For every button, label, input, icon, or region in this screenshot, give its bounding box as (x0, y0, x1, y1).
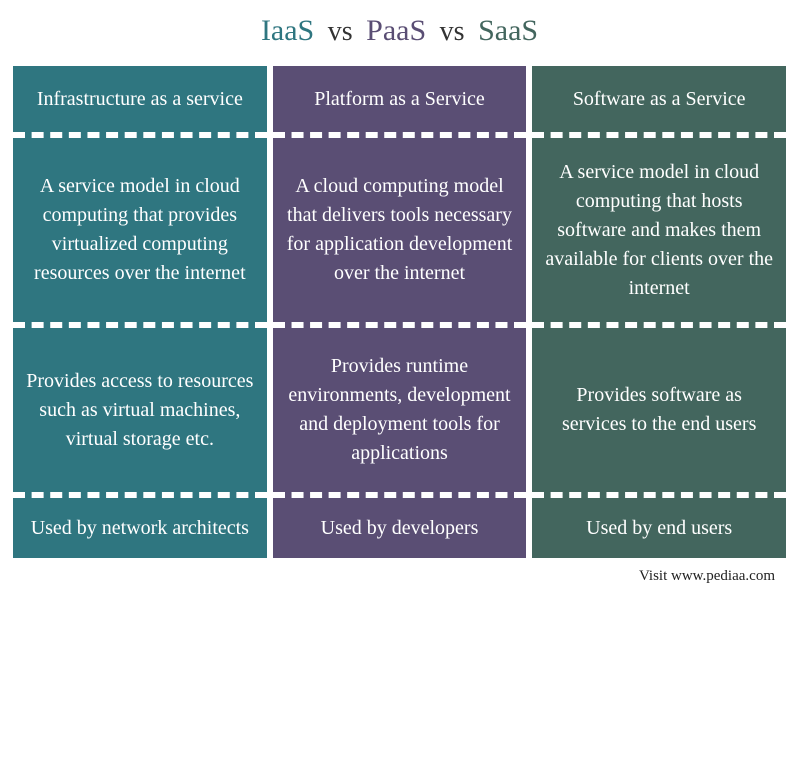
cell: A cloud computing model that delivers to… (273, 138, 527, 328)
title-paas: PaaS (366, 14, 426, 47)
title-vs-2: vs (434, 16, 471, 47)
title-saas: SaaS (478, 14, 538, 47)
comparison-grid: Infrastructure as a service A service mo… (0, 66, 799, 558)
cell: Provides runtime environments, developme… (273, 328, 527, 498)
col-paas: Platform as a Service A cloud computing … (273, 66, 527, 558)
col-iaas: Infrastructure as a service A service mo… (13, 66, 267, 558)
title-iaas: IaaS (261, 14, 314, 47)
cell: Provides software as services to the end… (532, 328, 786, 498)
cell: Used by end users (532, 498, 786, 558)
cell: Used by developers (273, 498, 527, 558)
cell: Infrastructure as a service (13, 66, 267, 138)
title-bar: IaaS vs PaaS vs SaaS (0, 0, 799, 66)
cell: A service model in cloud computing that … (13, 138, 267, 328)
cell: Software as a Service (532, 66, 786, 138)
cell: Platform as a Service (273, 66, 527, 138)
cell: A service model in cloud computing that … (532, 138, 786, 328)
cell: Used by network architects (13, 498, 267, 558)
cell: Provides access to resources such as vir… (13, 328, 267, 498)
footer-credit: Visit www.pediaa.com (0, 558, 799, 585)
col-saas: Software as a Service A service model in… (532, 66, 786, 558)
title-vs-1: vs (322, 16, 359, 47)
